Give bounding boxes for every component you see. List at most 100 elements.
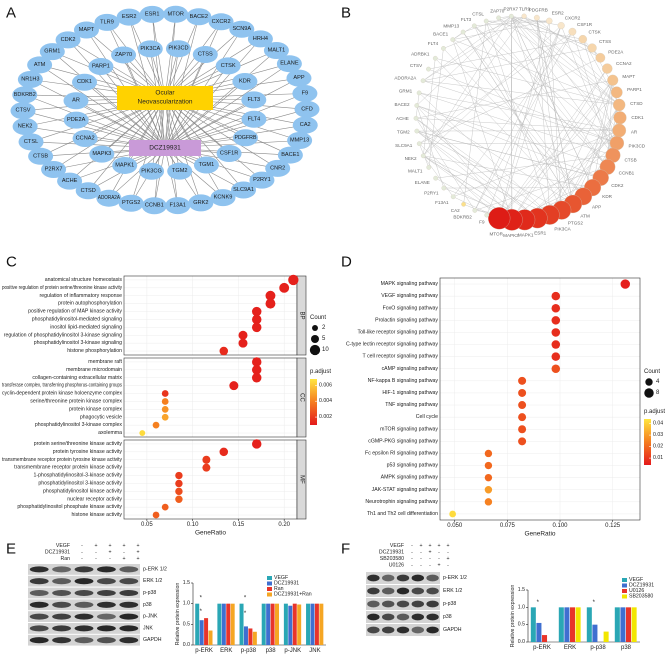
node-label: MAPT xyxy=(622,74,635,79)
network-node xyxy=(141,197,167,215)
network-edge xyxy=(416,130,538,219)
network-edge xyxy=(511,16,593,49)
network-node xyxy=(12,86,38,104)
network-node xyxy=(167,162,193,180)
node-label: KDR xyxy=(239,78,251,84)
blot-band xyxy=(96,601,116,608)
panel-label: E xyxy=(6,541,16,558)
condition-sign: - xyxy=(429,563,431,569)
network-edge xyxy=(572,31,614,156)
condition-sign: - xyxy=(447,563,449,569)
network-node xyxy=(433,175,439,181)
bar xyxy=(575,607,581,642)
network-edge xyxy=(419,57,601,144)
blot-band xyxy=(119,566,139,573)
x-tick-label: p-ERK xyxy=(533,645,551,651)
network-edge xyxy=(423,155,525,220)
node-label: F9 xyxy=(479,219,485,224)
network-edge xyxy=(486,20,583,40)
node-label: AR xyxy=(631,129,638,134)
blot-band xyxy=(411,587,425,595)
network-node xyxy=(557,22,565,30)
node-label: PIK3CD xyxy=(168,46,188,52)
dot xyxy=(251,306,262,317)
network-edge xyxy=(511,16,593,188)
category-label: phosphatidylinositol kinase activity xyxy=(43,488,122,494)
network-node xyxy=(413,115,419,121)
node-label: ACHE xyxy=(62,178,78,184)
condition-sign: + xyxy=(108,550,111,556)
node-label: MMP13 xyxy=(443,23,459,28)
node-label: FLT3 xyxy=(461,17,472,22)
category-label: VEGF signaling pathway xyxy=(381,293,438,299)
network-edge xyxy=(419,31,573,144)
network-node xyxy=(587,43,597,53)
x-tick-label: p-p38 xyxy=(241,648,257,654)
condition-sign: + xyxy=(446,556,449,562)
x-tick-label: p-p38 xyxy=(590,645,606,651)
node-label: ADORA2A xyxy=(98,195,120,201)
category-label: C-type lectin receptor signaling pathway xyxy=(346,342,438,348)
legend-dot xyxy=(312,325,318,331)
network-node xyxy=(416,90,422,96)
bar xyxy=(226,603,231,645)
y-tick-label: 1.0 xyxy=(183,601,190,607)
category-label: membrane microdomain xyxy=(66,367,122,373)
dot xyxy=(551,303,561,313)
network-node xyxy=(432,55,438,61)
node-label: CSF1R xyxy=(577,22,593,27)
node-label: CDK1 xyxy=(631,115,644,120)
bar xyxy=(306,603,311,645)
node-label: CXCR2 xyxy=(212,19,231,25)
node-label: SLC9A1 xyxy=(233,187,254,193)
bar xyxy=(319,603,324,645)
network-edge xyxy=(416,130,562,211)
dot xyxy=(161,390,169,397)
band-label: JNK xyxy=(143,625,153,631)
network-node xyxy=(139,5,165,23)
network-edge xyxy=(486,20,608,168)
category-label: histone phosphorylation xyxy=(67,348,122,354)
bar xyxy=(314,603,319,645)
network-edge xyxy=(462,31,584,197)
network-edge xyxy=(423,16,525,156)
network-edge xyxy=(164,97,181,172)
condition-label: VEGF xyxy=(56,543,70,549)
blot-band xyxy=(29,601,49,608)
node-label: P2RX7 xyxy=(45,167,63,173)
category-label: transmembrane receptor protein tyrosine … xyxy=(2,457,122,463)
condition-sign: - xyxy=(438,556,440,562)
network-node xyxy=(414,103,420,108)
node-label: FLT4 xyxy=(248,116,261,122)
network-edge xyxy=(511,16,513,220)
blot-band xyxy=(52,566,72,573)
network-edge xyxy=(164,81,246,149)
network-node xyxy=(610,86,623,99)
node-label: ADRBK1 xyxy=(411,52,430,57)
network-node xyxy=(116,8,142,26)
network-edge xyxy=(524,142,617,220)
x-axis-label: GeneRatio xyxy=(524,531,555,538)
node-label: P2RX7 xyxy=(504,7,519,12)
dot xyxy=(175,495,183,503)
condition-sign: - xyxy=(420,556,422,562)
network-edge xyxy=(498,20,550,219)
network-node xyxy=(508,13,514,19)
node-label: NR1H3 xyxy=(21,76,39,82)
bar xyxy=(270,603,275,645)
network-node xyxy=(484,212,490,218)
network-edge xyxy=(416,130,525,220)
blot-band xyxy=(52,637,72,644)
category-label: nuclear receptor activity xyxy=(67,496,122,502)
network-node xyxy=(241,110,267,128)
network-edge xyxy=(583,80,613,197)
network-node xyxy=(286,69,312,87)
legend-swatch xyxy=(267,592,272,597)
blot-band xyxy=(396,574,410,582)
bar xyxy=(310,603,315,645)
node-label: CTSL xyxy=(24,139,38,145)
network-node xyxy=(232,72,258,90)
blot-band xyxy=(74,625,94,632)
